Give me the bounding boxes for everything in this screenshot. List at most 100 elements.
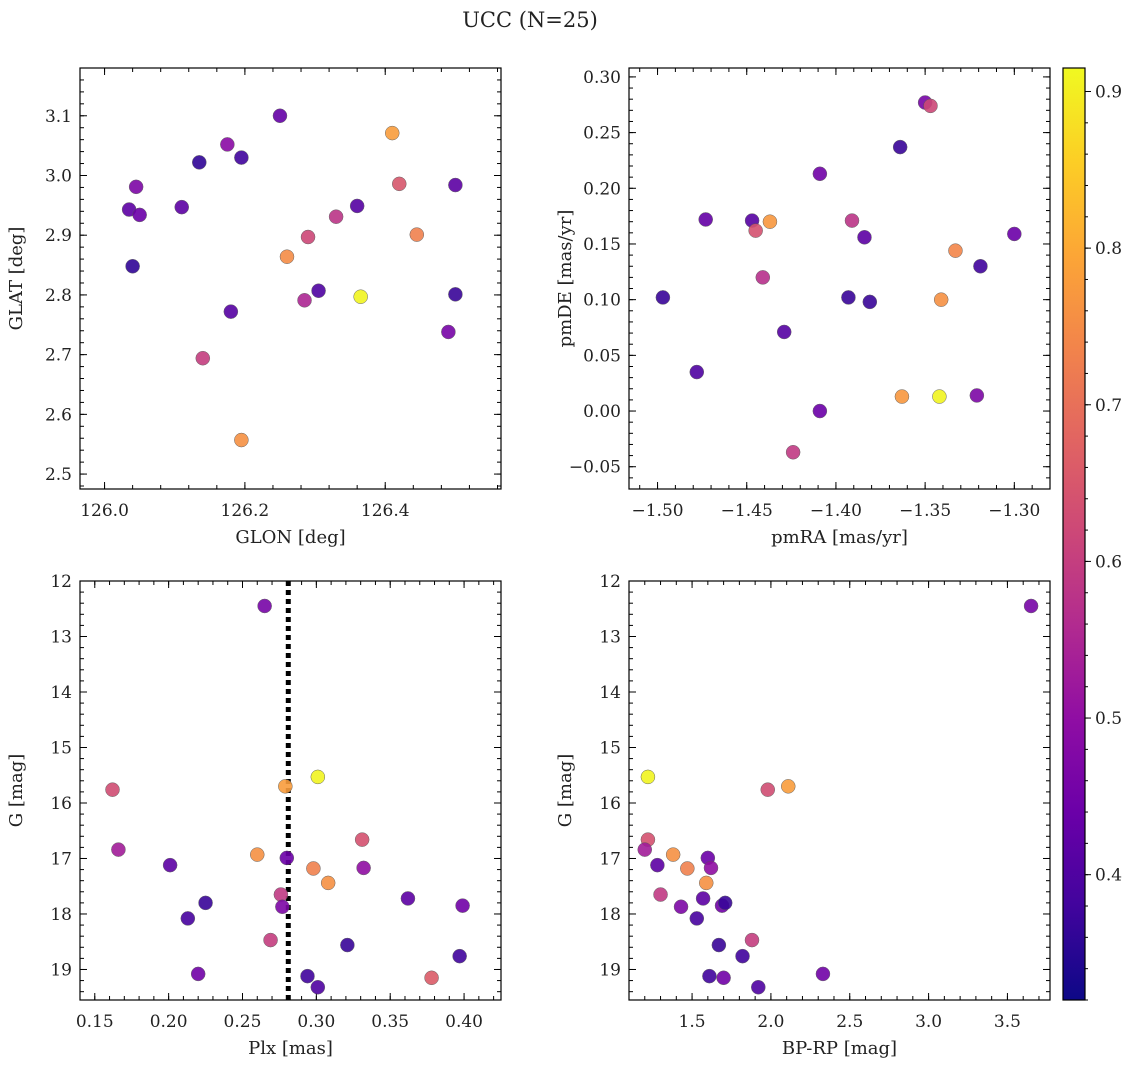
data-point xyxy=(400,891,416,906)
x-tick-label: 1.5 xyxy=(679,1012,706,1032)
data-point xyxy=(812,166,828,182)
y-tick-label: 2.8 xyxy=(45,286,72,306)
y-tick-label: 17 xyxy=(599,849,621,869)
data-point xyxy=(392,176,407,192)
y-axis-label: G [mag] xyxy=(6,754,27,827)
data-point xyxy=(320,875,336,891)
y-tick-label: 17 xyxy=(50,849,72,869)
data-point xyxy=(665,847,681,862)
x-axis-label: Plx [mas] xyxy=(248,1038,333,1059)
data-point xyxy=(711,937,727,953)
data-point xyxy=(680,861,695,876)
data-point xyxy=(702,968,717,984)
data-point xyxy=(409,227,425,242)
y-tick-label: 13 xyxy=(50,627,72,647)
y-tick-label: 0.05 xyxy=(583,346,621,366)
data-point xyxy=(311,283,326,298)
data-point xyxy=(844,213,860,228)
x-tick-label: −1.50 xyxy=(631,501,683,521)
data-point xyxy=(223,304,239,319)
data-point xyxy=(180,911,196,926)
data-point xyxy=(340,937,355,953)
y-tick-label: 16 xyxy=(50,794,72,814)
data-point xyxy=(257,598,272,614)
data-point xyxy=(862,294,878,310)
data-point xyxy=(1007,226,1022,242)
y-tick-label: 18 xyxy=(599,905,621,925)
y-tick-label: 0.20 xyxy=(583,179,621,199)
data-point xyxy=(785,444,801,460)
data-point xyxy=(128,179,144,195)
x-tick-label: 3.5 xyxy=(994,1012,1021,1032)
x-tick-label: 3.0 xyxy=(915,1012,942,1032)
data-point xyxy=(278,779,293,794)
panel-plx-g: 0.15 0.20 0.25 0.30 0.35 0.40 12 13 14 15 16 17 18 19… xyxy=(6,572,502,1059)
data-point xyxy=(306,861,321,876)
y-tick-label: 16 xyxy=(599,794,621,814)
x-tick-label: −1.30 xyxy=(988,501,1040,521)
data-point xyxy=(353,289,368,304)
colorbar-tick-label: 0.5 xyxy=(1095,709,1122,729)
data-point xyxy=(735,948,750,964)
data-point xyxy=(650,857,665,873)
data-point xyxy=(356,860,371,876)
data-point xyxy=(452,948,467,964)
data-point xyxy=(195,350,211,366)
x-tick-label: 0.35 xyxy=(371,1012,409,1032)
y-tick-label: 15 xyxy=(599,738,621,758)
y-axis-label: G [mag] xyxy=(555,754,576,827)
y-tick-label: 18 xyxy=(50,905,72,925)
data-point xyxy=(279,850,295,866)
axes-frame xyxy=(79,67,502,490)
data-point xyxy=(815,966,831,982)
data-point xyxy=(689,364,705,380)
data-point xyxy=(384,125,400,141)
data-point xyxy=(234,432,249,448)
data-point xyxy=(812,403,828,419)
data-point xyxy=(349,198,365,214)
data-point xyxy=(310,979,326,995)
data-point xyxy=(273,887,289,902)
data-point xyxy=(310,769,326,785)
data-point xyxy=(744,932,760,948)
data-point xyxy=(637,842,653,857)
data-point xyxy=(448,177,463,193)
data-point xyxy=(776,324,792,340)
data-point xyxy=(751,979,766,995)
x-tick-label: −1.45 xyxy=(721,501,773,521)
data-point xyxy=(716,970,731,986)
colorbar-tick-label: 0.7 xyxy=(1095,396,1122,416)
data-point xyxy=(933,292,949,307)
y-tick-label: 13 xyxy=(599,627,621,647)
data-point xyxy=(263,932,278,948)
x-tick-label: 0.40 xyxy=(445,1012,483,1032)
panel-glon-glat: 126.0 126.2 126.4 2.5 2.6 2.7 2.8 2.9 3.0 3.1 GLON… xyxy=(6,67,502,548)
data-point xyxy=(125,259,140,274)
data-point xyxy=(190,966,206,982)
y-tick-label: 2.7 xyxy=(45,346,72,366)
y-tick-label: 19 xyxy=(50,960,72,980)
data-point xyxy=(279,249,295,264)
data-point xyxy=(297,293,312,308)
data-point xyxy=(441,324,456,340)
data-point xyxy=(673,899,689,915)
data-point xyxy=(973,258,988,274)
data-point xyxy=(655,290,671,305)
data-point xyxy=(857,230,872,245)
y-tick-label: 0.00 xyxy=(583,402,621,422)
colorbar-tick-label: 0.9 xyxy=(1095,82,1122,102)
data-point xyxy=(640,769,656,785)
x-tick-label: 0.25 xyxy=(224,1012,262,1032)
data-point xyxy=(892,139,908,155)
data-point xyxy=(689,911,705,926)
y-axis-label: pmDE [mas/yr] xyxy=(555,210,576,348)
x-tick-label: 0.30 xyxy=(297,1012,335,1032)
x-tick-label: 126.4 xyxy=(361,501,410,521)
y-tick-label: 0.30 xyxy=(583,68,621,88)
data-point xyxy=(220,137,235,152)
data-point xyxy=(300,229,316,245)
data-point xyxy=(198,895,213,911)
y-tick-label: 12 xyxy=(50,572,72,592)
x-tick-label: 126.2 xyxy=(221,501,270,521)
